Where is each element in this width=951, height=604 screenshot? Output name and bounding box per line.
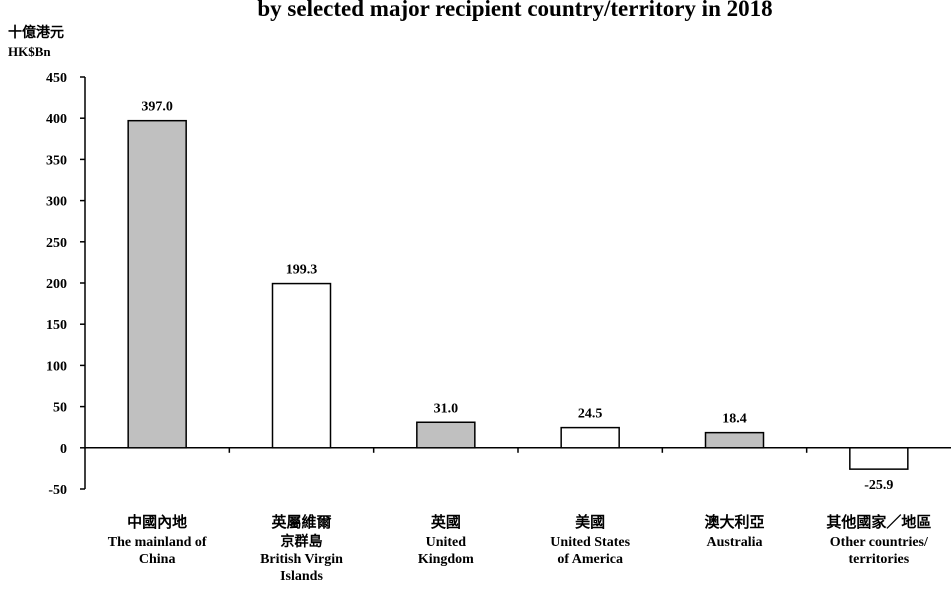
y-tick-label: 450: [46, 71, 67, 86]
bar: [416, 421, 476, 449]
value-label: 199.3: [286, 263, 318, 278]
bar: [271, 282, 332, 449]
x-tick-label: 其他國家／地區 Other countries/territories: [826, 513, 931, 567]
value-label: -25.9: [864, 478, 893, 493]
bar: [849, 447, 909, 470]
y-tick-label: 150: [46, 318, 67, 333]
x-tick-label: 美國 United States of America: [550, 513, 630, 567]
value-label: 18.4: [722, 412, 747, 427]
value-label: 24.5: [578, 407, 603, 422]
y-tick-label: 400: [46, 112, 67, 127]
y-tick-label: -50: [48, 483, 67, 498]
y-tick-label: 300: [46, 195, 67, 210]
bar: [127, 119, 187, 449]
x-tick-label: 澳大利亞 Australia: [704, 513, 764, 550]
x-tick-label: 中國內地 The mainland of China: [108, 513, 207, 567]
y-tick-label: 50: [53, 401, 67, 416]
chart-title: by selected major recipient country/terr…: [257, 0, 772, 21]
bar: [560, 426, 620, 449]
value-label: 397.0: [141, 100, 173, 115]
x-tick-label: 英屬維爾京群島 British Virgin Islands: [260, 513, 343, 584]
y-axis-label: HK$Bn: [8, 44, 51, 59]
bar: [704, 431, 765, 449]
y-tick-label: 100: [46, 359, 67, 374]
y-tick-label: 200: [46, 277, 67, 292]
y-axis-label-zh: 十億港元: [8, 24, 64, 41]
y-tick-label: 350: [46, 153, 67, 168]
y-tick-label: 250: [46, 236, 67, 251]
value-label: 31.0: [434, 401, 459, 416]
x-tick-label: 英國 United Kingdom: [418, 513, 474, 567]
y-tick-label: 0: [60, 442, 67, 457]
